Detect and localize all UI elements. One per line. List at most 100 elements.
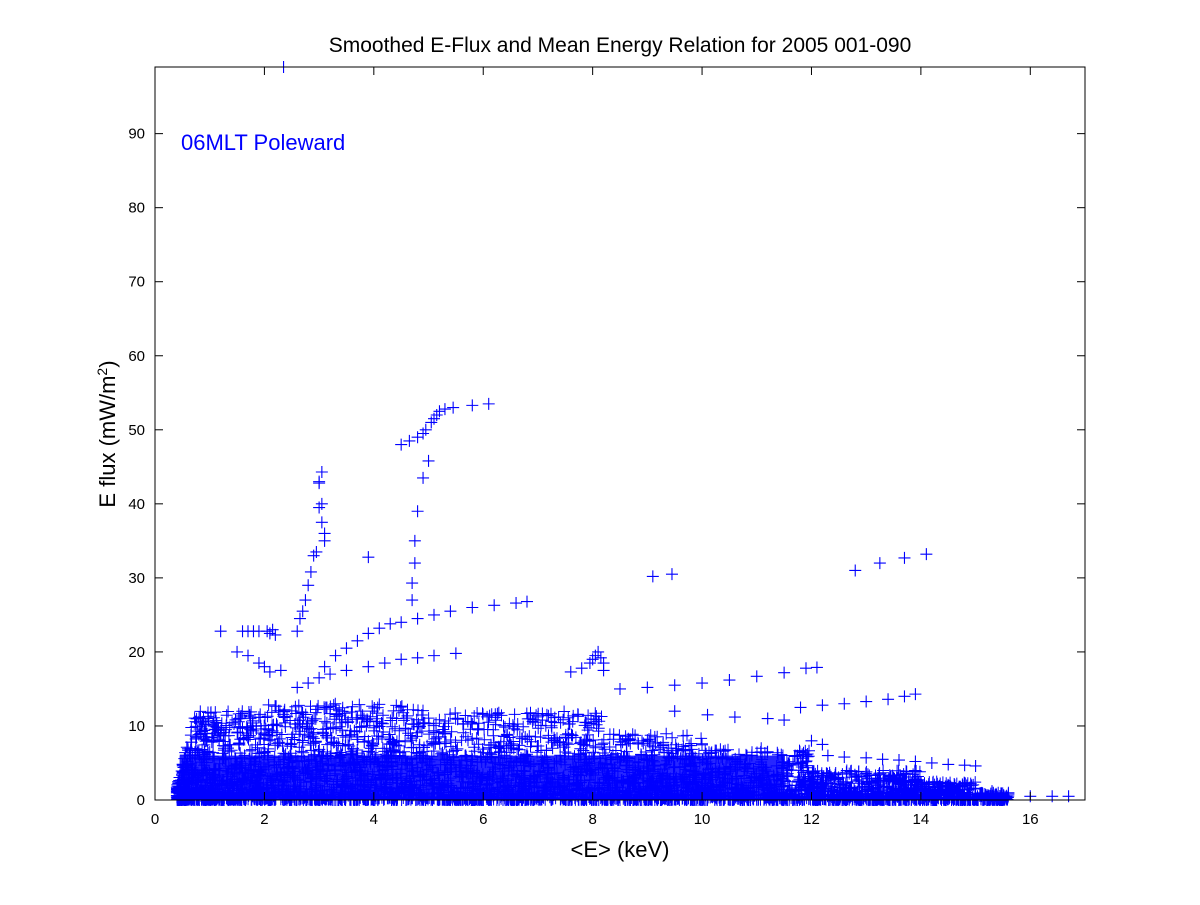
data-point — [324, 668, 337, 681]
data-point — [794, 701, 807, 714]
x-tick-label: 2 — [260, 811, 268, 828]
data-point — [778, 666, 791, 679]
data-point — [406, 577, 419, 590]
data-point — [318, 534, 331, 547]
data-point — [510, 597, 523, 610]
data-point — [395, 653, 408, 666]
data-point — [302, 677, 315, 690]
y-axis-label: E flux (mW/m2) — [94, 360, 120, 507]
y-tick-label: 60 — [128, 348, 145, 365]
data-point — [958, 759, 971, 772]
data-point — [419, 423, 432, 436]
data-point — [318, 660, 331, 673]
data-point — [362, 627, 375, 640]
data-point — [750, 670, 763, 683]
data-point — [274, 664, 287, 677]
data-point — [447, 401, 460, 414]
data-point — [433, 405, 446, 418]
data-point — [816, 738, 829, 751]
data-point — [362, 551, 375, 564]
data-point — [315, 466, 328, 479]
data-point — [761, 712, 774, 725]
data-point — [340, 642, 353, 655]
data-point — [304, 565, 317, 578]
data-point — [898, 690, 911, 703]
data-point — [816, 699, 829, 712]
data-point — [269, 628, 282, 641]
data-point — [641, 681, 654, 694]
data-point — [302, 579, 315, 592]
data-point — [592, 645, 605, 658]
data-point — [909, 755, 922, 768]
data-point — [299, 594, 312, 607]
data-point — [665, 568, 678, 581]
data-point — [406, 594, 419, 607]
data-point — [898, 551, 911, 564]
data-point — [849, 564, 862, 577]
data-point — [953, 780, 966, 793]
data-point — [893, 754, 905, 767]
data-point — [564, 665, 577, 678]
data-point — [646, 570, 659, 583]
data-point — [860, 695, 873, 708]
data-point — [329, 649, 342, 662]
y-axis-label-main: E flux (mW/m — [95, 376, 120, 508]
x-tick-label: 4 — [370, 811, 378, 828]
data-point — [778, 714, 791, 727]
data-point — [384, 617, 397, 630]
y-tick-label: 30 — [128, 570, 145, 587]
data-point — [214, 625, 227, 638]
data-point — [428, 649, 440, 662]
y-tick-label: 90 — [128, 126, 145, 143]
data-point — [428, 608, 440, 621]
data-point — [395, 438, 408, 451]
data-point — [1002, 788, 1015, 801]
data-point — [313, 671, 326, 684]
x-tick-label: 14 — [913, 811, 930, 828]
data-point — [362, 660, 375, 673]
y-axis-label-end: ) — [95, 360, 120, 367]
data-point — [482, 397, 495, 410]
data-point — [351, 634, 364, 647]
data-point — [931, 777, 944, 790]
data-point — [668, 705, 681, 718]
data-point — [668, 679, 681, 692]
y-axis-label-superscript: 2 — [94, 368, 110, 376]
y-tick-label: 0 — [137, 792, 145, 809]
data-point — [417, 471, 430, 484]
data-point — [728, 711, 741, 724]
data-point — [411, 505, 424, 518]
data-point — [444, 605, 457, 618]
ticks-layer: 0 2 4 6 8 10 12 14 16 0 10 20 30 40 50 60 70 80 90 — [128, 67, 1085, 828]
x-axis-label: <E> (keV) — [570, 837, 669, 862]
chart-annotation: 06MLT Poleward — [181, 130, 345, 155]
data-point — [805, 734, 818, 747]
data-point — [800, 662, 812, 675]
data-point — [408, 534, 421, 547]
data-point — [373, 622, 386, 635]
data-point — [860, 751, 873, 764]
data-point — [403, 434, 416, 447]
data-point — [261, 625, 274, 638]
data-point — [296, 605, 309, 618]
data-point — [231, 645, 244, 658]
data-point — [466, 399, 479, 412]
data-point — [925, 756, 938, 769]
data-point — [838, 751, 851, 764]
data-point — [263, 665, 276, 678]
plot-frame — [154, 66, 1086, 801]
data-point — [575, 662, 588, 675]
data-point — [696, 677, 709, 690]
x-tick-label: 8 — [588, 811, 596, 828]
data-point — [242, 649, 254, 662]
data-point — [969, 782, 982, 795]
point-cloud-core — [179, 755, 785, 800]
data-point — [408, 557, 421, 570]
data-point — [307, 549, 320, 562]
x-tick-label: 0 — [151, 811, 159, 828]
x-tick-label: 6 — [479, 811, 487, 828]
x-tick-label: 10 — [694, 811, 711, 828]
data-point — [614, 682, 626, 695]
